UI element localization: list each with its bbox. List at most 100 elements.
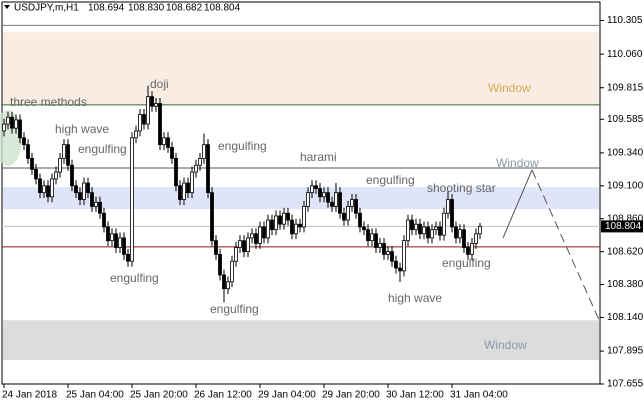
candle-body [270,219,274,231]
candle-body [430,229,434,239]
y-tick-label: 108.860 [607,213,644,224]
candle-body [402,240,406,272]
candle-body [210,192,214,242]
x-tick-label: 30 Jan 12:00 [386,390,444,401]
candle-body [58,157,62,173]
candle-body [10,116,14,129]
annotation: engulfing [366,173,415,187]
candle-body [454,226,458,239]
candle-body [478,225,482,235]
candle-body [258,226,262,244]
candle-body [442,212,446,236]
y-tick-label: 107.895 [607,346,644,357]
candle-body [406,219,410,242]
y-tick-label: 110.060 [607,49,643,60]
y-tick-label: 110.305 [607,15,643,26]
annotation: engulfing [218,139,267,153]
annotation: high wave [388,291,442,305]
candle-body [146,96,150,125]
candle-body [322,192,326,198]
annotation: shooting star [427,181,496,195]
candle-body [318,188,322,198]
candle-body [342,212,346,221]
annotation: engulfing [442,256,491,270]
candle-body [42,185,46,194]
candle-body [182,182,186,200]
candle-body [30,157,34,170]
annotation: harami [300,150,337,164]
annotation: engulfing [78,142,127,156]
x-tick-label: 26 Jan 12:00 [194,390,252,401]
candle-body [126,253,130,262]
candle-body [18,119,22,139]
candle-body [194,164,198,173]
y-tick-label: 109.100 [607,180,644,191]
candle-body [290,219,294,235]
candle-body [282,212,286,225]
ohlc-close: 108.804 [204,3,241,14]
candle-body [26,144,30,159]
candle-body [66,144,70,166]
annotation: engulfing [110,271,159,285]
candle-body [306,192,310,207]
candle-body [474,233,478,244]
candle-body [158,103,162,146]
candle-body [434,226,438,231]
candle-body [378,243,382,248]
candle-body [278,215,282,225]
candle-body [214,240,218,255]
candle-body [398,267,402,272]
candle-body [118,237,122,248]
candle-body [174,157,178,187]
candle-body [286,212,290,221]
annotation: high wave [55,122,109,136]
y-tick-label: 107.655 [607,379,644,390]
candle-body [326,192,330,203]
x-tick-label: 25 Jan 20:00 [130,390,188,401]
candle-body [302,205,306,228]
candle-body [6,116,10,125]
annotation: Window [484,338,527,352]
price-label-box [601,220,643,233]
ohlc-open: 108.694 [88,3,125,14]
symbol: USDJPY,m,H1 [14,3,79,14]
candle-body [162,137,166,146]
candle-body [370,233,374,242]
candle-body [190,171,194,194]
candle-body [242,240,246,253]
candle-body [138,114,142,132]
candle-body [426,226,430,239]
candle-body [50,178,54,198]
candle-body [470,243,474,255]
candle-body [246,237,250,253]
candle-body [362,226,366,231]
price-label: 108.804 [605,221,642,232]
window-zone [3,187,599,210]
y-tick-label: 108.620 [607,246,644,257]
candle-body [238,240,242,248]
candle-body [74,185,78,194]
window-zone [3,32,599,105]
candle-body [414,223,418,231]
candle-body [266,219,270,239]
ohlc-high: 108.830 [128,3,165,14]
candle-body [14,119,18,129]
candle-body [262,226,266,239]
candle-body [418,223,422,235]
candle-body [334,192,338,207]
candle-body [298,223,302,228]
candle-body [134,130,138,139]
candle-body [250,233,254,239]
candle-body [294,223,298,235]
menu-arrow [4,5,10,9]
candle-body [150,96,154,107]
annotation: doji [150,77,169,91]
candle-body [410,219,414,231]
annotation: Window [488,81,531,95]
annotation: Window [496,156,539,170]
candle-body [390,251,394,262]
candle-body [446,199,450,214]
candle-body [386,251,390,255]
y-tick-label: 109.340 [607,148,644,159]
candle-body [98,201,102,214]
